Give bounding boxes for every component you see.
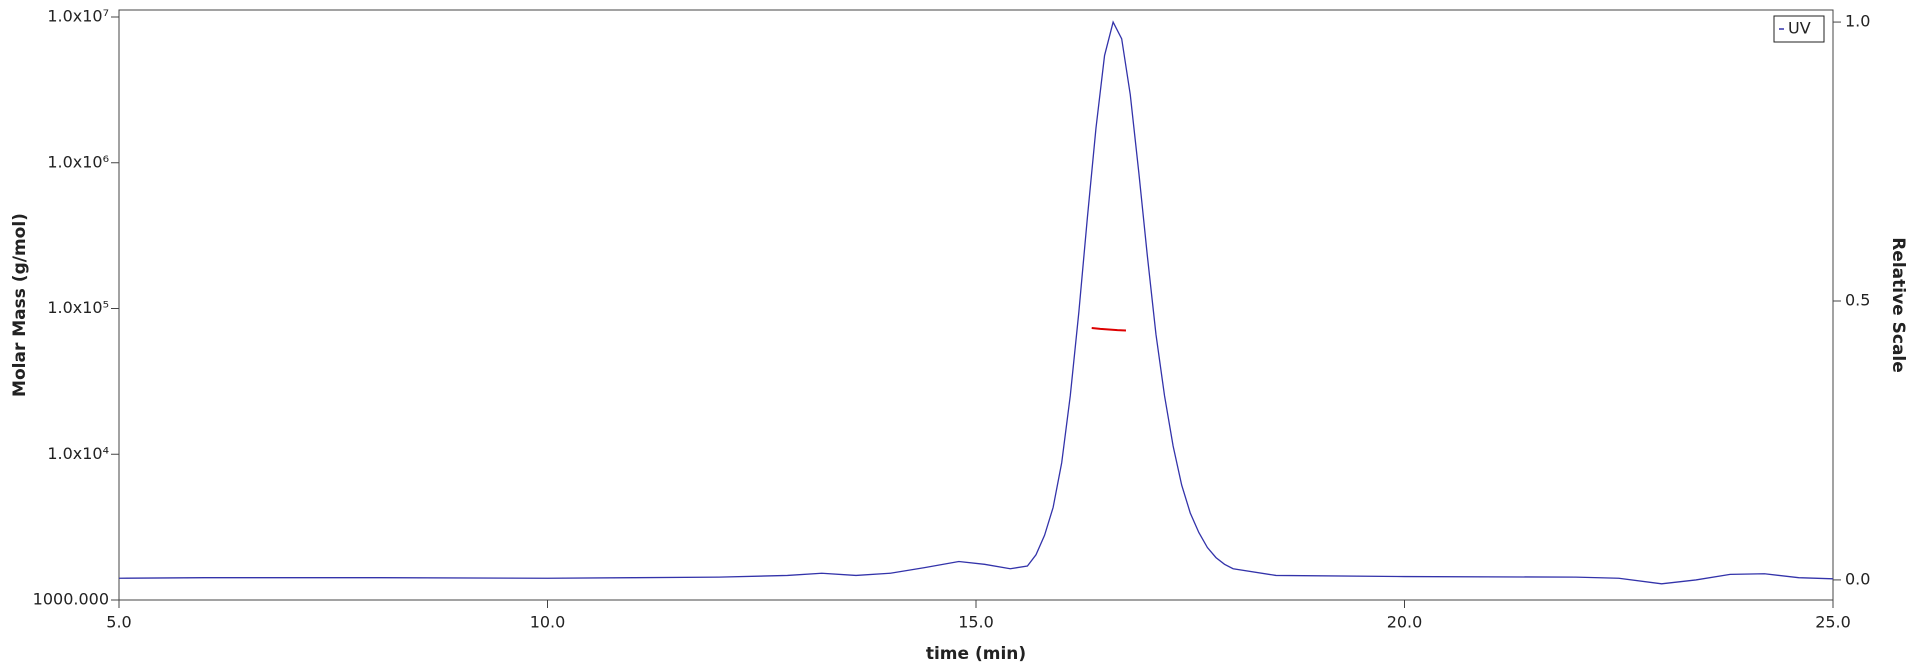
y-tick-label: 1.0x10⁴	[47, 444, 109, 463]
y2-tick-label: 0.0	[1845, 569, 1870, 588]
series-line	[1091, 326, 1127, 332]
x-tick-label: 15.0	[958, 613, 994, 632]
x-axis-title: time (min)	[926, 644, 1026, 664]
y-tick-label: 1000.000	[33, 590, 109, 609]
x-tick-label: 25.0	[1815, 613, 1851, 632]
y-tick-label: 1.0x10⁵	[47, 298, 109, 317]
y-tick-label: 1.0x10⁷	[47, 7, 109, 26]
legend-label: UV	[1788, 19, 1811, 38]
x-tick-label: 5.0	[106, 613, 131, 632]
y2-tick-label: 1.0	[1845, 12, 1870, 31]
x-tick-label: 20.0	[1387, 613, 1423, 632]
y2-axis-title: Relative Scale	[1888, 237, 1908, 373]
x-tick-label: 10.0	[530, 613, 566, 632]
y-axis-title: Molar Mass (g/mol)	[10, 213, 30, 397]
plot-frame	[118, 9, 1834, 601]
y-tick-label: 1.0x10⁶	[47, 152, 109, 171]
y2-tick-label: 0.5	[1845, 290, 1870, 309]
series-line	[118, 20, 1834, 585]
